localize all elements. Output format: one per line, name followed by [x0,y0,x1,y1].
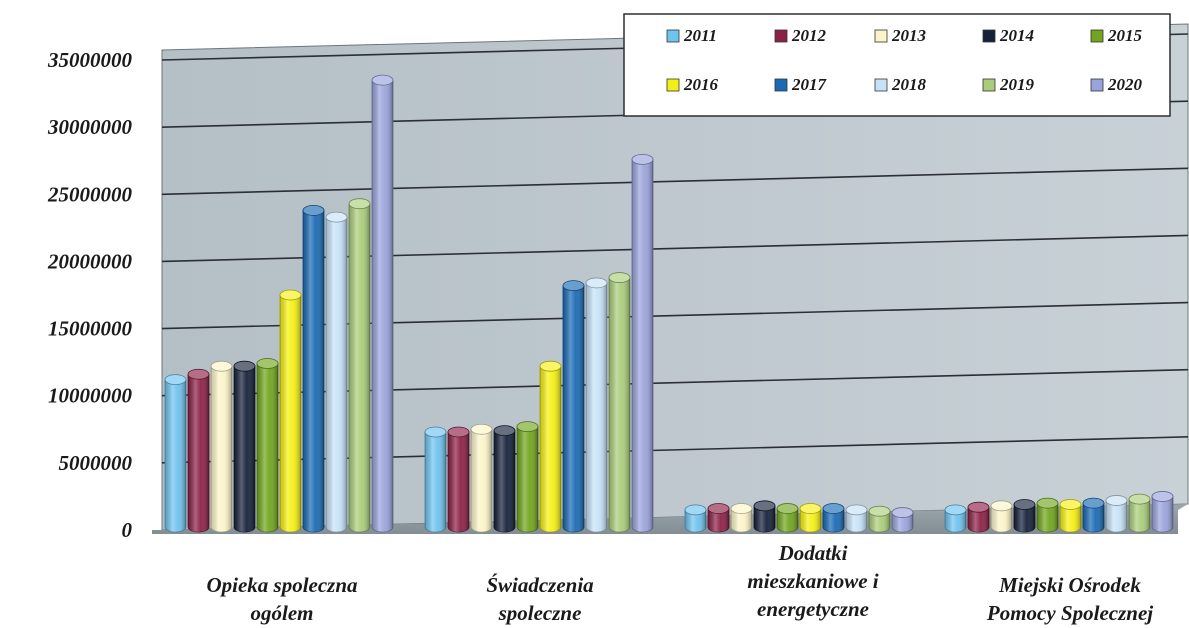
x-axis: Opieka spoleczna ogólem Świadczenia spolecz… [206,541,1153,625]
category-label: Opieka spoleczna [206,573,357,597]
category-label: Dodatki [778,541,848,565]
bar-2016-2 [539,360,562,533]
legend-swatch [982,78,996,92]
legend-label: 2011 [683,26,717,45]
y-tick-label: 25000000 [47,182,133,206]
legend-swatch [1090,29,1104,43]
legend-swatch [666,78,680,92]
bar-2012-2 [447,426,470,533]
bar-2018-2 [585,277,608,533]
bar-2014-1 [233,360,256,533]
chart-floor [152,504,1188,534]
bar-2019-4 [1128,493,1151,533]
y-tick-label: 35000000 [47,48,133,72]
legend-label: 2018 [891,75,927,94]
bar-2019-2 [608,272,631,533]
legend-item-2015: 2015 [1090,26,1143,45]
bar-2018-1 [325,211,348,533]
legend-swatch [774,29,788,43]
bar-2015-1 [256,358,279,533]
legend-item-2017: 2017 [774,75,828,94]
y-tick-label: 0 [122,518,133,542]
bar-2015-3 [776,503,799,533]
legend-label: 2012 [791,26,827,45]
legend-box [623,13,1171,117]
bar-2012-3 [707,503,730,533]
legend-label: 2017 [791,75,828,94]
legend-item-2016: 2016 [666,75,719,94]
bar-2019-3 [868,505,891,533]
y-tick-label: 30000000 [47,115,133,139]
category-label: Świadczenia [486,573,593,597]
legend-label: 2016 [683,75,719,94]
legend-item-2013: 2013 [874,26,927,45]
bar-2015-2 [516,421,539,533]
bar-2011-2 [424,426,447,533]
bar-2012-4 [967,501,990,533]
legend-item-2018: 2018 [874,75,927,94]
legend-swatch [982,29,996,43]
y-axis: 0 5000000 10000000 15000000 20000000 25000000… [47,48,133,542]
bar-2017-2 [562,280,585,533]
category-label: ogólem [251,601,314,625]
bar-2013-1 [210,360,233,533]
bar-2014-2 [493,425,516,533]
bar-2017-3 [822,503,845,533]
bar-2011-1 [164,374,187,533]
bars [164,74,1174,533]
legend-label: 2020 [1107,75,1143,94]
legend-swatch [874,78,888,92]
legend-item-2014: 2014 [982,26,1034,45]
legend-item-2019: 2019 [982,75,1035,94]
legend-swatch [774,78,788,92]
bar-2011-3 [684,504,707,533]
legend-swatch [874,29,888,43]
legend-item-2012: 2012 [774,26,827,45]
bar-2013-3 [730,503,753,533]
legend-label: 2019 [999,75,1035,94]
y-tick-label: 15000000 [48,317,133,341]
legend-item-2011: 2011 [666,26,717,45]
category-label: energetyczne [757,597,869,621]
category-label: mieszkaniowe i [747,569,878,593]
category-label: spoleczne [498,601,582,625]
legend-label: 2014 [999,26,1034,45]
bar-2012-1 [187,368,210,533]
bar-2020-3 [891,507,914,533]
bar-2015-4 [1036,497,1059,533]
bar-2016-4 [1059,499,1082,533]
bar-2011-4 [944,504,967,533]
bar-2016-3 [799,503,822,533]
bar-2019-1 [348,198,371,533]
legend-label: 2013 [891,26,927,45]
bar-2014-3 [753,500,776,533]
legend-swatch [666,29,680,43]
legend: 2011 2012 2013 2014 2015 2016 2017 2018 2019 2020 [623,13,1171,117]
legend-item-2020: 2020 [1090,75,1143,94]
y-tick-label: 5000000 [59,451,133,475]
bar-2014-4 [1013,499,1036,533]
bar-2018-4 [1105,495,1128,533]
y-tick-label: 10000000 [48,384,133,408]
bar-2017-1 [302,204,325,533]
category-label: Pomocy Spolecznej [986,601,1153,625]
bar-2013-4 [990,500,1013,533]
legend-swatch [1090,78,1104,92]
bar-2020-1 [371,74,394,533]
y-tick-label: 20000000 [47,249,133,273]
bar-2016-1 [279,289,302,533]
legend-label: 2015 [1107,26,1143,45]
gridline [161,167,1189,196]
bar-2017-4 [1082,497,1105,533]
category-label: Miejski Ośrodek [998,573,1141,597]
bar-2018-3 [845,504,868,533]
bar-2013-2 [470,423,493,533]
bar-2020-4 [1151,491,1174,533]
bar-2020-2 [631,153,654,533]
